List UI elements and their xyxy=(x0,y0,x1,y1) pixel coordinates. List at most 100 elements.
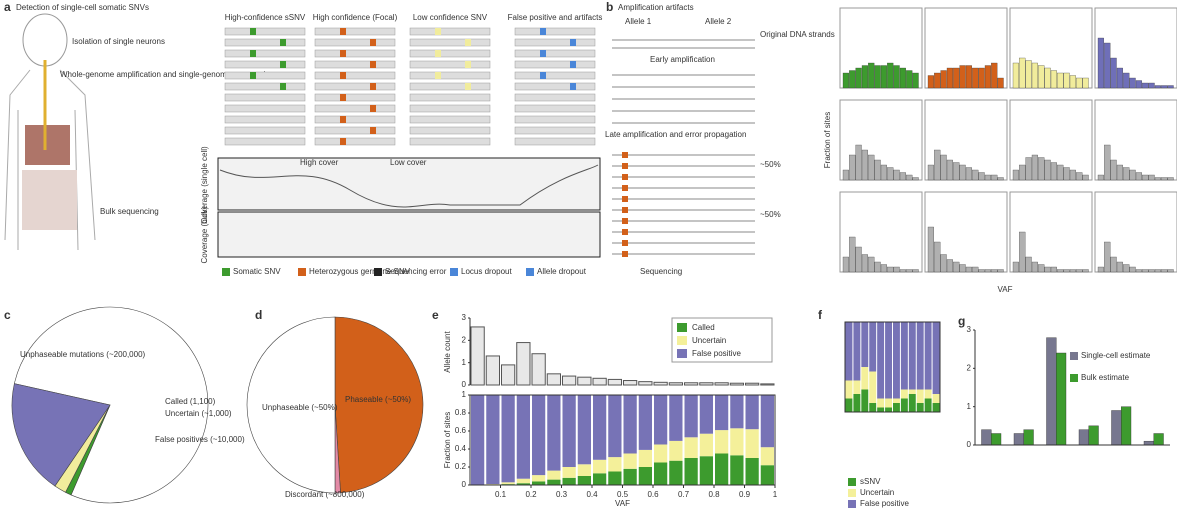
bar xyxy=(899,67,906,89)
bar xyxy=(638,381,653,386)
panel-title: Amplification artifacts xyxy=(618,3,694,12)
bar-segment xyxy=(845,380,853,399)
column-header: High confidence (Focal) xyxy=(313,13,398,22)
bar-segment xyxy=(608,395,622,458)
bar xyxy=(855,144,862,181)
read xyxy=(409,104,491,113)
legend-label: Allele dropout xyxy=(537,267,587,276)
bar-segment xyxy=(861,367,869,390)
legend-label: sSNV xyxy=(860,477,881,486)
bar xyxy=(927,75,934,89)
bar xyxy=(868,256,875,273)
legend-box xyxy=(222,268,230,276)
bar xyxy=(1110,57,1117,89)
bar-segment xyxy=(638,395,652,450)
bar-segment xyxy=(638,449,652,467)
bar-segment xyxy=(516,478,530,484)
y-tick-label: 0 xyxy=(967,440,972,449)
bar-segment xyxy=(562,477,576,485)
bar xyxy=(1056,352,1067,446)
legend-swatch xyxy=(677,323,687,332)
slice-label: Discordant (~800,000) xyxy=(285,490,365,499)
column-header: High-confidence sSNV xyxy=(225,13,306,22)
read xyxy=(514,38,596,47)
bar xyxy=(714,382,729,386)
bar xyxy=(1167,177,1174,181)
variant xyxy=(570,39,576,46)
bar xyxy=(1154,269,1161,273)
bar xyxy=(531,353,546,386)
read xyxy=(514,126,596,135)
bar-segment xyxy=(623,453,637,469)
pie-slice xyxy=(246,316,336,494)
bar xyxy=(984,174,991,181)
read xyxy=(224,104,306,113)
coverage-box xyxy=(217,211,601,258)
y-axis-label: Fraction of sites xyxy=(823,112,832,168)
bar xyxy=(849,236,856,273)
bar-segment xyxy=(699,456,713,485)
bar-segment xyxy=(893,322,900,399)
bar xyxy=(1038,264,1045,273)
bar xyxy=(912,72,919,89)
bar xyxy=(1110,256,1117,273)
bar xyxy=(868,154,875,181)
read xyxy=(224,93,306,102)
bar xyxy=(516,342,531,386)
bar-segment xyxy=(669,395,683,441)
bar xyxy=(1050,266,1057,273)
bar-segment xyxy=(608,457,622,472)
bar xyxy=(953,162,960,181)
variant xyxy=(540,72,546,79)
bar-segment xyxy=(853,380,861,394)
read xyxy=(314,82,396,91)
allele-label: Allele 1 xyxy=(625,17,652,26)
y-tick-label: 3 xyxy=(967,325,972,334)
bar-segment xyxy=(760,465,774,485)
variant xyxy=(570,83,576,90)
legend-box xyxy=(374,268,382,276)
legend-swatch xyxy=(1070,352,1078,360)
bar-segment xyxy=(532,481,546,485)
bar xyxy=(1031,62,1038,89)
coverage-box xyxy=(217,157,601,211)
bar xyxy=(562,375,577,386)
annotation: Low cover xyxy=(390,158,427,167)
legend-label: Single-cell estimate xyxy=(1081,351,1151,360)
bar xyxy=(1143,440,1154,446)
column-header: Low confidence SNV xyxy=(413,13,488,22)
bar xyxy=(842,72,849,89)
read xyxy=(224,115,306,124)
read xyxy=(224,137,306,146)
bar-segment xyxy=(532,475,546,482)
bar xyxy=(906,174,913,181)
bar xyxy=(1082,77,1089,89)
bar xyxy=(1078,429,1089,446)
bar xyxy=(577,376,592,386)
bar xyxy=(1135,269,1142,273)
variant xyxy=(435,28,441,35)
legend-swatch xyxy=(848,500,856,508)
bar xyxy=(1023,429,1034,446)
bar xyxy=(1123,167,1130,181)
bar xyxy=(1076,77,1083,89)
bar-segment xyxy=(547,395,561,471)
bar-segment xyxy=(577,476,591,485)
axis-label: Coverage (bulk) xyxy=(200,206,209,263)
bar xyxy=(653,381,668,386)
bar xyxy=(1153,433,1164,446)
read xyxy=(314,27,396,36)
bar-segment xyxy=(577,395,591,465)
read xyxy=(409,115,491,124)
bar xyxy=(1167,269,1174,273)
read xyxy=(514,115,596,124)
bar xyxy=(1129,77,1136,89)
y-tick-label: 0.4 xyxy=(455,444,467,453)
bar-segment xyxy=(908,394,916,412)
bar xyxy=(1142,82,1149,89)
bar xyxy=(959,264,966,273)
bar xyxy=(1019,164,1026,181)
bar-segment xyxy=(885,407,892,412)
bar xyxy=(592,377,607,386)
panel-label: e xyxy=(432,308,439,322)
